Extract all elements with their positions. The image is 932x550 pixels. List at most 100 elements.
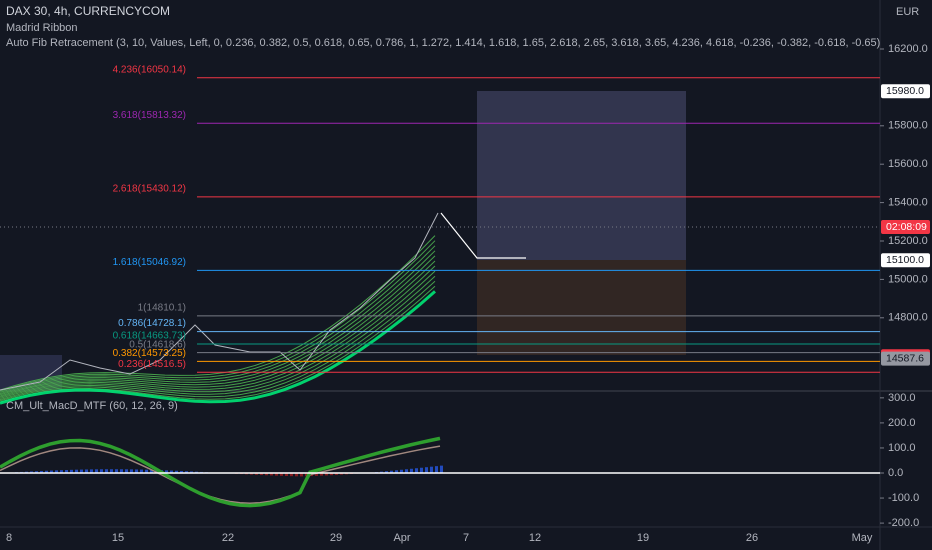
macd-hist (50, 470, 53, 473)
macd-hist (95, 469, 98, 473)
time-label: 12 (529, 532, 541, 544)
macd-hist (35, 471, 38, 473)
ribbon-line (0, 250, 436, 395)
time-label: 29 (330, 532, 342, 544)
price-badge-label: 15980.0 (886, 85, 924, 97)
macd-hist (390, 470, 393, 473)
price-tick-label: 15400.0 (888, 197, 928, 209)
macd-hist (135, 469, 138, 473)
projection-arrow (440, 212, 526, 259)
macd-hist (100, 469, 103, 473)
currency: EUR (896, 6, 919, 18)
ribbon-line (0, 290, 436, 405)
macd-hist (110, 469, 113, 473)
macd-hist (185, 471, 188, 473)
macd-hist (140, 469, 143, 473)
macd-hist (65, 469, 68, 473)
ribbon-line (0, 280, 436, 402)
fib-label: 4.236(16050.14) (113, 64, 186, 75)
time-label: 15 (112, 532, 124, 544)
target-zone (477, 91, 686, 260)
macd-hist (440, 465, 443, 473)
macd-hist (260, 473, 263, 476)
time-label: 19 (637, 532, 649, 544)
macd-hist (305, 473, 308, 477)
macd-hist (430, 466, 433, 473)
ribbon-line (0, 240, 436, 392)
price-badge (881, 84, 930, 99)
macd-hist (145, 469, 148, 473)
macd-hist (320, 473, 323, 476)
price-tick-label: 15600.0 (888, 158, 928, 170)
macd-tick-label: 100.0 (888, 442, 916, 454)
ribbon-line (0, 275, 436, 401)
macd-hist (435, 466, 438, 473)
macd-tick-label: -200.0 (888, 517, 919, 529)
ribbon-line (0, 265, 436, 398)
fib-label: 0.5(14618.6) (129, 339, 186, 350)
ribbon-line (0, 255, 436, 396)
fib-label: 0.618(14663.73) (113, 331, 186, 342)
macd-hist (295, 473, 298, 477)
macd-hist (40, 470, 43, 473)
macd-hist (60, 470, 63, 473)
fib-label: 0.382(14573.25) (113, 348, 186, 359)
macd-hist (395, 470, 398, 473)
macd-tick-label: -100.0 (888, 492, 919, 504)
macd-hist (155, 469, 158, 473)
price-badge-label: 15100.0 (886, 254, 924, 266)
price-path (0, 212, 439, 391)
macd-hist (80, 469, 83, 473)
fib-label: 3.618(15813.32) (113, 110, 186, 121)
symbol-title: DAX 30, 4h, CURRENCYCOM (6, 4, 170, 18)
price-tick-label: 15000.0 (888, 273, 928, 285)
price-tick-label: 14800.0 (888, 312, 928, 324)
fib-label: 0.786(14728.1) (118, 318, 186, 329)
macd-hist (270, 473, 273, 476)
ribbon-line (0, 245, 436, 393)
time-label: 22 (222, 532, 234, 544)
macd-hist (275, 473, 278, 476)
macd-hist (255, 473, 258, 475)
macd-hist (290, 473, 293, 477)
stop-zone (477, 260, 686, 355)
indicator-title: Auto Fib Retracement (3, 10, Values, Lef… (6, 37, 880, 49)
ribbon-line (0, 260, 436, 397)
macd-hist (405, 469, 408, 473)
macd-title: CM_Ult_MacD_MTF (60, 12, 26, 9) (6, 400, 178, 412)
macd-hist (30, 471, 33, 473)
fib-label: 2.618(15430.12) (113, 183, 186, 194)
price-badge (881, 351, 930, 366)
macd-hist (300, 473, 303, 477)
macd-hist (150, 469, 153, 473)
macd-hist (165, 470, 168, 473)
macd-hist (415, 468, 418, 473)
price-badge (881, 253, 930, 268)
macd-hist (420, 467, 423, 473)
macd-tick-label: 0.0 (888, 467, 903, 479)
macd-hist (385, 471, 388, 473)
macd-hist (265, 473, 268, 476)
macd-hist (175, 470, 178, 473)
macd-hist (335, 473, 338, 475)
macd-hist (105, 469, 108, 473)
macd-hist (70, 469, 73, 473)
price-badge-label: 02:08:09 (886, 221, 927, 233)
fib-label: 1(14810.1) (138, 303, 186, 314)
macd-hist (425, 467, 428, 473)
fib-label: 0.236(14516.5) (118, 359, 186, 370)
time-label: 7 (463, 532, 469, 544)
macd-tick-label: 300.0 (888, 392, 916, 404)
macd-hist (190, 471, 193, 473)
macd-lines (0, 436, 443, 508)
macd-hist (250, 473, 253, 475)
macd-hist (330, 473, 333, 476)
macd-hist (125, 469, 128, 473)
price-tick-label: 15800.0 (888, 120, 928, 132)
ribbon-line (0, 235, 436, 391)
macd-hist (130, 469, 133, 473)
macd-hist (75, 469, 78, 473)
macd-hist (280, 473, 283, 476)
fib-label: 1.618(15046.92) (113, 257, 186, 268)
